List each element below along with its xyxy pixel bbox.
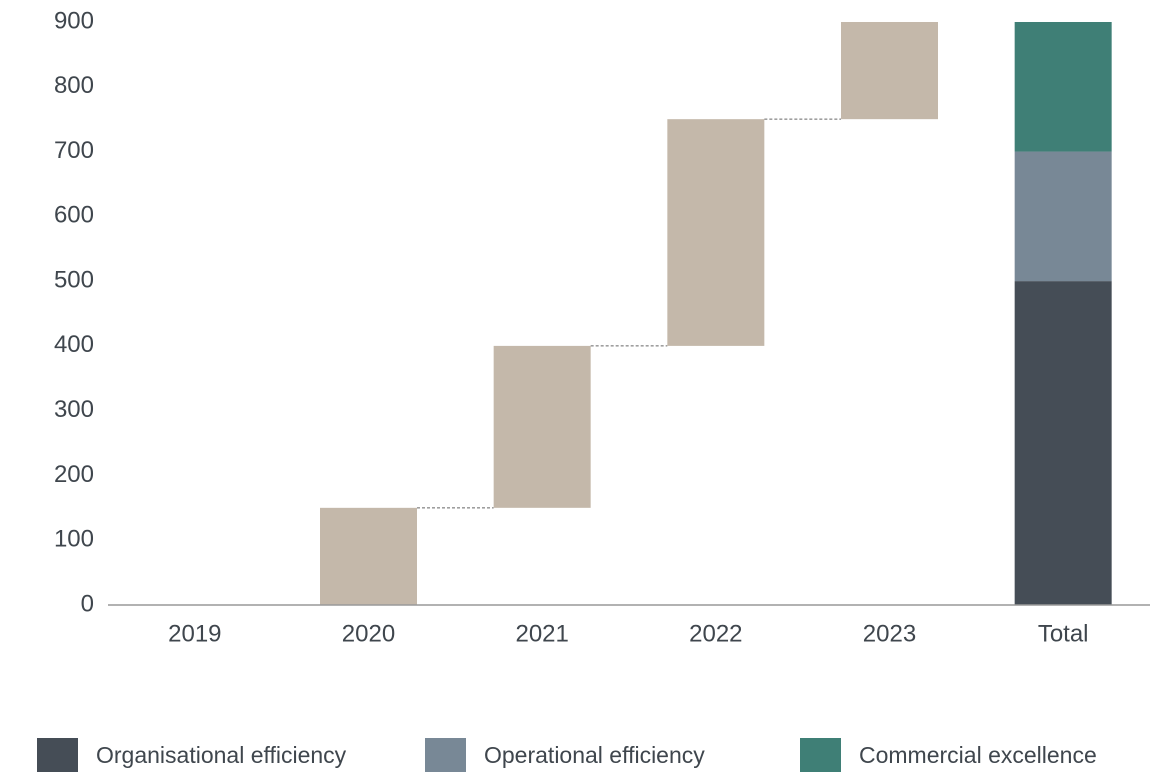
bar bbox=[493, 345, 591, 508]
stacked-segment bbox=[1014, 151, 1112, 282]
y-tick-label: 100 bbox=[54, 526, 94, 553]
y-tick-label: 800 bbox=[54, 72, 94, 99]
x-tick-label: 2021 bbox=[515, 620, 568, 647]
legend-swatch bbox=[37, 738, 78, 772]
y-tick-label: 400 bbox=[54, 331, 94, 358]
x-tick-label: 2019 bbox=[168, 620, 221, 647]
y-tick-label: 300 bbox=[54, 396, 94, 423]
bar bbox=[320, 507, 417, 605]
y-tick-label: 0 bbox=[81, 590, 94, 617]
legend-label: Organisational efficiency bbox=[96, 742, 347, 768]
y-tick-label: 600 bbox=[54, 202, 94, 229]
legend-label: Operational efficiency bbox=[484, 742, 705, 768]
stacked-segment bbox=[1014, 22, 1112, 152]
x-tick-label: 2023 bbox=[863, 620, 916, 647]
x-tick-label: 2020 bbox=[342, 620, 395, 647]
y-tick-label: 700 bbox=[54, 137, 94, 164]
y-tick-label: 500 bbox=[54, 266, 94, 293]
legend-label: Commercial excellence bbox=[859, 742, 1097, 768]
legend-swatch bbox=[425, 738, 466, 772]
x-tick-label: Total bbox=[1038, 620, 1089, 647]
bar bbox=[841, 22, 938, 120]
y-tick-label: 900 bbox=[54, 7, 94, 34]
bar bbox=[667, 119, 765, 346]
stacked-segment bbox=[1014, 281, 1112, 605]
x-tick-label: 2022 bbox=[689, 620, 742, 647]
legend-swatch bbox=[800, 738, 841, 772]
y-tick-label: 200 bbox=[54, 461, 94, 488]
